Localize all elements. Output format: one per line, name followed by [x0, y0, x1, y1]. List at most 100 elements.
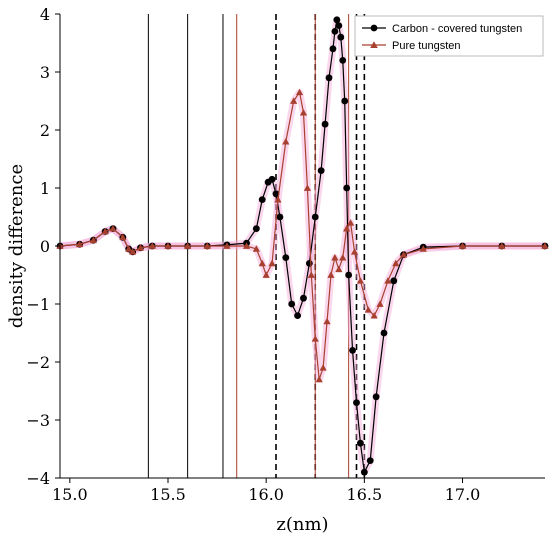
data-point [164, 242, 172, 249]
data-point [252, 245, 260, 252]
x-axis-title: z(nm) [276, 514, 328, 535]
data-point [262, 271, 270, 278]
data-point [119, 233, 127, 241]
data-point [319, 364, 327, 371]
data-point [364, 306, 372, 313]
data-point [268, 259, 276, 267]
legend-label: Pure tungsten [392, 40, 461, 52]
data-point [288, 300, 296, 308]
data-point [541, 242, 549, 249]
x-tick-label: 16.5 [347, 485, 383, 504]
data-point [290, 97, 298, 104]
data-point [323, 317, 331, 325]
data-point [353, 399, 360, 406]
data-point [327, 271, 335, 278]
data-point [349, 347, 356, 354]
data-point [498, 242, 506, 249]
data-point [101, 227, 109, 235]
data-point [419, 245, 427, 252]
data-point [125, 245, 133, 252]
data-point [148, 242, 156, 249]
data-point [390, 277, 398, 285]
y-tick-label: 0 [40, 237, 50, 256]
x-tick-label: 15.5 [150, 485, 186, 504]
data-point [242, 242, 251, 249]
legend-box [354, 15, 544, 57]
data-point [252, 225, 260, 233]
data-point [299, 109, 308, 116]
data-point [392, 259, 400, 267]
data-point [268, 175, 276, 183]
data-point [294, 312, 301, 319]
x-axis-ticks: 15.0 15.5 16.0 16.5 17.0 [52, 478, 480, 504]
data-point [341, 97, 349, 105]
data-point [282, 138, 290, 145]
legend-label: Carbon - covered tungsten [392, 23, 522, 35]
data-point [370, 312, 378, 319]
data-point [321, 120, 329, 128]
data-point [109, 225, 117, 232]
data-point [282, 254, 290, 261]
y-tick-label: −1 [26, 295, 50, 314]
series-glow [59, 88, 545, 383]
data-point [315, 375, 323, 383]
y-tick-label: −4 [26, 469, 50, 488]
data-point [89, 236, 97, 244]
data-point [347, 219, 355, 226]
data-point [223, 242, 231, 249]
series-2 [59, 88, 545, 383]
data-point [360, 468, 368, 476]
data-point [356, 277, 365, 284]
data-point [376, 300, 384, 307]
data-point [339, 57, 347, 64]
data-point [350, 248, 359, 255]
data-point [345, 271, 353, 279]
data-point [184, 242, 192, 249]
data-point [400, 251, 408, 258]
data-point [380, 329, 388, 337]
data-point [307, 271, 315, 278]
data-point [384, 277, 392, 284]
data-point [329, 45, 337, 53]
data-point [295, 88, 304, 96]
data-point [317, 167, 325, 175]
y-tick-label: −3 [26, 411, 50, 430]
data-point [76, 240, 84, 248]
y-axis-title: density difference [6, 164, 27, 328]
series-layer [56, 16, 549, 476]
data-point [311, 335, 319, 342]
y-axis-ticks: 4 3 2 1 0 −1 −2 −3 −4 [26, 5, 60, 488]
data-point [331, 28, 339, 35]
y-tick-label: 4 [40, 5, 50, 24]
y-tick-label: 1 [40, 179, 50, 198]
data-point [136, 244, 145, 251]
data-point [333, 16, 341, 24]
data-point [343, 225, 351, 232]
data-point [303, 184, 312, 191]
x-tick-label: 15.0 [52, 485, 88, 504]
data-point [325, 74, 333, 82]
data-point [343, 184, 351, 192]
series-2-marks [56, 88, 549, 383]
legend-marker [370, 41, 378, 49]
data-point [305, 260, 313, 267]
data-point [331, 254, 339, 261]
data-point [366, 457, 374, 464]
data-point [337, 33, 345, 41]
data-point [274, 196, 282, 203]
x-tick-label: 17.0 [445, 485, 481, 504]
data-point [276, 213, 284, 221]
legend-marker [370, 24, 378, 32]
data-point [357, 439, 364, 447]
data-point [203, 242, 211, 249]
data-point [258, 259, 266, 267]
legend: Carbon - covered tungsten Pure tungsten [354, 15, 544, 57]
data-point [335, 265, 343, 273]
vertical-reference-lines [147, 14, 366, 478]
data-point [311, 213, 319, 221]
data-point [372, 393, 380, 401]
data-point [129, 248, 137, 255]
y-tick-label: 3 [40, 63, 50, 82]
y-tick-label: −2 [26, 353, 50, 372]
